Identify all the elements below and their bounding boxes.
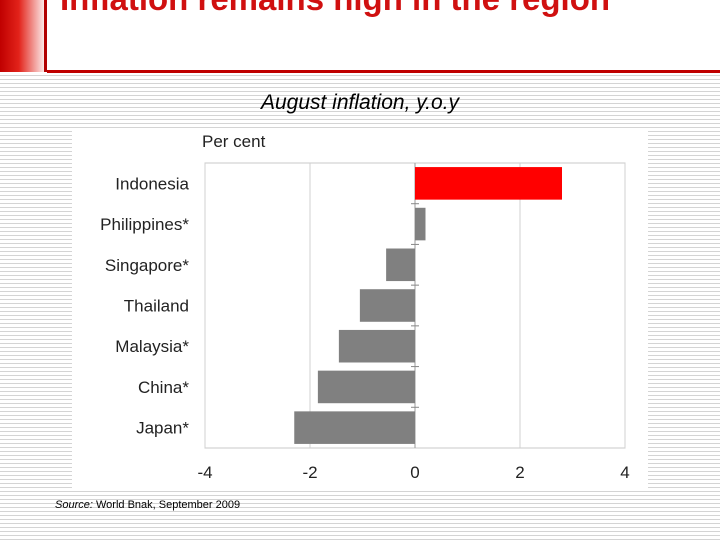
category-label-5: China* <box>138 378 189 397</box>
x-tick-label-4: 4 <box>620 463 629 482</box>
bar-4 <box>338 329 415 363</box>
bar-2 <box>386 248 415 282</box>
slide-accent-bar <box>0 0 47 72</box>
category-label-3: Thailand <box>124 297 189 316</box>
title-band <box>47 0 720 72</box>
x-tick-label-0: -4 <box>197 463 212 482</box>
slide-accent-line <box>44 0 47 72</box>
category-label-6: Japan* <box>136 419 189 438</box>
x-tick-label-2: 0 <box>410 463 419 482</box>
x-tick-label-3: 2 <box>515 463 524 482</box>
bar-3 <box>359 289 415 322</box>
category-label-1: Philippines* <box>100 215 189 234</box>
bar-chart: Per cent Indonesia Philippines* Singapore* T… <box>100 132 630 482</box>
unit-label: Per cent <box>202 132 266 151</box>
source-text: World Bnak, September 2009 <box>95 499 241 511</box>
chart-panel: Per cent Indonesia Philippines* Singapore* T… <box>72 128 648 488</box>
title-rule <box>47 70 720 73</box>
bar-1 <box>415 207 426 241</box>
source-note: Source: World Bnak, September 2009 <box>55 499 240 511</box>
category-label-4: Malaysia* <box>115 337 189 356</box>
x-tick-label-1: -2 <box>302 463 317 482</box>
bar-6 <box>294 411 415 444</box>
category-label-0: Indonesia <box>115 174 189 193</box>
chart-subtitle: August inflation, y.o.y <box>260 91 460 114</box>
source-label: Source: <box>55 499 93 511</box>
bar-5 <box>317 370 415 404</box>
bar-0 <box>415 167 562 200</box>
slide-title: Inflation remains high in the region <box>60 0 700 18</box>
category-label-2: Singapore* <box>105 256 190 275</box>
